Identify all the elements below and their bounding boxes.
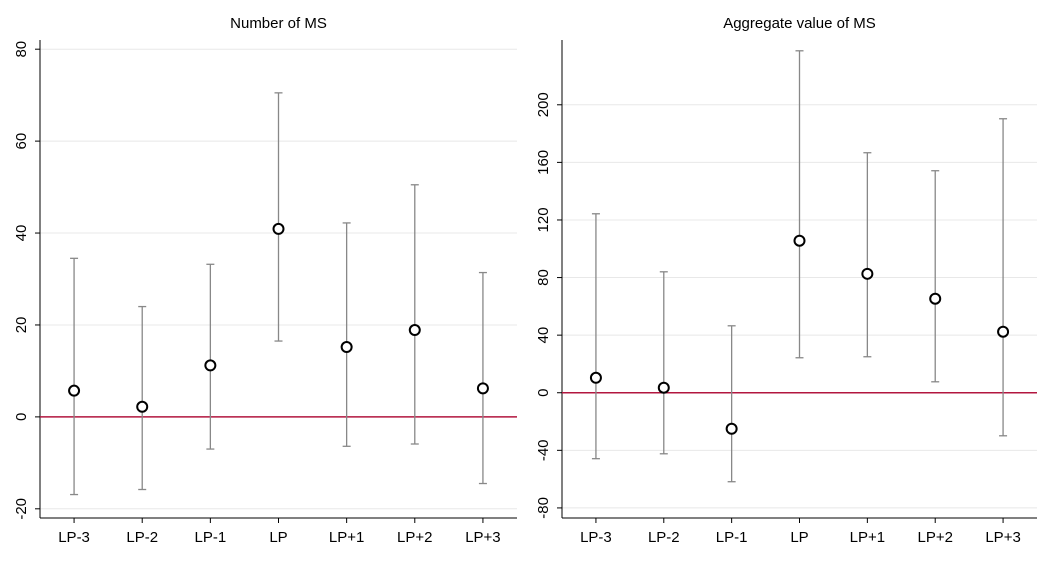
y-tick-label: 0 <box>13 413 30 421</box>
x-tick-label: LP <box>269 529 287 546</box>
x-tick-label: LP+1 <box>329 529 364 546</box>
point <box>929 292 942 305</box>
point <box>725 422 738 435</box>
y-tick-label: 0 <box>535 389 552 397</box>
y-tick-label: 80 <box>13 41 30 58</box>
point <box>408 324 421 337</box>
point <box>657 381 670 394</box>
y-tick-label: -20 <box>13 498 30 520</box>
x-tick-label: LP+3 <box>985 529 1020 546</box>
y-tick-label: 160 <box>535 150 552 175</box>
y-tick-label: 120 <box>535 207 552 232</box>
y-tick-label: -40 <box>535 439 552 461</box>
x-tick-label: LP-3 <box>58 529 90 546</box>
y-tick-label: 60 <box>13 133 30 150</box>
x-tick-label: LP+3 <box>465 529 500 546</box>
x-tick-label: LP-3 <box>580 529 612 546</box>
x-tick-label: LP+2 <box>917 529 952 546</box>
y-tick-label: 200 <box>535 92 552 117</box>
point <box>793 234 806 247</box>
chart-title: Number of MS <box>230 15 327 32</box>
x-tick-label: LP-2 <box>648 529 680 546</box>
x-tick-label: LP-1 <box>195 529 227 546</box>
point <box>68 384 81 397</box>
x-tick-label: LP <box>790 529 808 546</box>
x-tick-label: LP-1 <box>716 529 748 546</box>
x-tick-label: LP+2 <box>397 529 432 546</box>
point <box>476 382 489 395</box>
point <box>997 325 1010 338</box>
point <box>340 341 353 354</box>
y-tick-label: 40 <box>535 327 552 344</box>
y-tick-label: 80 <box>535 269 552 286</box>
point <box>589 371 602 384</box>
chart-title: Aggregate value of MS <box>723 15 876 32</box>
y-tick-label: 20 <box>13 317 30 334</box>
point <box>861 267 874 280</box>
x-tick-label: LP-2 <box>126 529 158 546</box>
x-tick-label: LP+1 <box>850 529 885 546</box>
point <box>136 400 149 413</box>
point <box>204 359 217 372</box>
y-tick-label: 40 <box>13 225 30 242</box>
y-tick-label: -80 <box>535 497 552 519</box>
point <box>272 222 285 235</box>
